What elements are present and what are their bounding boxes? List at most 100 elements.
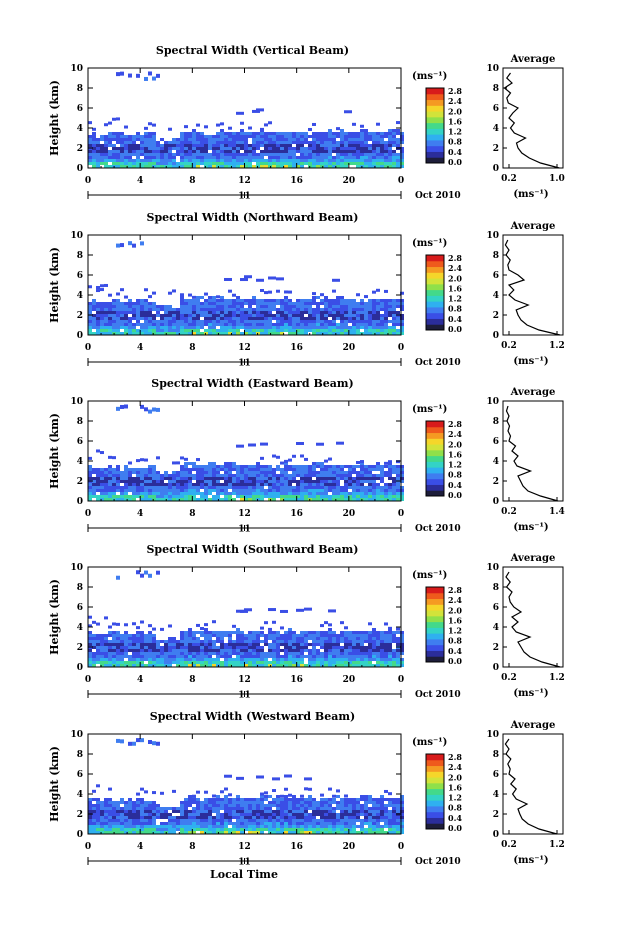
colorbar-swatch [426, 157, 444, 164]
heatmap-cell [272, 153, 276, 156]
heatmap-cell [280, 810, 284, 813]
heatmap-cell [284, 326, 288, 329]
heatmap-cell [196, 810, 200, 813]
heatmap-cell [108, 828, 112, 831]
heatmap-cell [312, 661, 316, 664]
heatmap-cell [148, 652, 152, 655]
heatmap-cell [128, 144, 132, 147]
heatmap-cell [300, 634, 304, 637]
heatmap-cell [172, 289, 176, 293]
y-tick-label: 10 [70, 563, 83, 573]
heatmap-cell [320, 646, 324, 649]
heatmap-cell [328, 652, 332, 655]
heatmap-cell [120, 825, 124, 828]
heatmap-cell [256, 462, 260, 465]
heatmap-cell [292, 652, 296, 655]
heatmap-cell [268, 828, 272, 831]
heatmap-cell [372, 495, 376, 498]
heatmap-cell [156, 570, 160, 575]
heatmap-cell [332, 156, 336, 159]
heatmap-cell [400, 492, 404, 495]
heatmap-cell [220, 816, 224, 819]
heatmap-cell [284, 471, 288, 474]
heatmap-cell [368, 465, 372, 468]
heatmap-cell [388, 483, 392, 486]
heatmap-cell [320, 492, 324, 495]
heatmap-cell [220, 634, 224, 637]
heatmap-cell [308, 643, 312, 646]
heatmap-cell [352, 320, 356, 323]
heatmap-cell [332, 165, 336, 168]
heatmap-cell [272, 637, 276, 640]
heatmap-cell [292, 135, 296, 138]
heatmap-cell [136, 570, 140, 575]
heatmap-cell [276, 159, 280, 162]
heatmap-cell [140, 492, 144, 495]
heatmap-cell [212, 661, 216, 664]
heatmap-cell [152, 291, 156, 295]
heatmap-cell [108, 643, 112, 646]
heatmap-cell [308, 804, 312, 807]
heatmap-cell [156, 474, 160, 477]
heatmap-cell [344, 626, 348, 630]
heatmap-cell [284, 483, 288, 486]
heatmap-cell [284, 828, 288, 831]
heatmap-cell [364, 646, 368, 649]
heatmap-cell [256, 804, 260, 807]
heatmap-cell [136, 831, 140, 834]
heatmap-cell [100, 332, 104, 335]
heatmap-cell [268, 664, 272, 667]
heatmap-cell [240, 483, 244, 486]
heatmap-cell [312, 801, 316, 804]
heatmap-cell [356, 492, 360, 495]
heatmap-cell [340, 302, 344, 305]
heatmap-cell [208, 825, 212, 828]
heatmap-cell [212, 480, 216, 483]
heatmap-cell [284, 296, 288, 299]
heatmap-cell [156, 643, 160, 646]
heatmap-cell [304, 640, 308, 643]
heatmap-cell [344, 816, 348, 819]
colorbar-swatch [426, 93, 444, 101]
heatmap-cell [308, 495, 312, 498]
heatmap-cell [196, 801, 200, 804]
heatmap-cell [400, 640, 404, 643]
heatmap-cell [328, 822, 332, 825]
heatmap-cell [240, 664, 244, 667]
heatmap-cell [256, 828, 260, 831]
heatmap-cell [380, 649, 384, 652]
heatmap-cell [236, 308, 240, 311]
heatmap-cell [156, 165, 160, 168]
heatmap-cell [348, 320, 352, 323]
heatmap-cell [232, 465, 236, 468]
heatmap-cell [124, 643, 128, 646]
heatmap-cell [344, 326, 348, 329]
heatmap-cell [128, 637, 132, 640]
heatmap-cell [112, 622, 116, 626]
heatmap-cell [284, 489, 288, 492]
heatmap-cell [244, 477, 248, 480]
heatmap-cell [128, 804, 132, 807]
heatmap-cell [368, 480, 372, 483]
heatmap-cell [372, 314, 376, 317]
heatmap-cell [244, 652, 248, 655]
heatmap-cell [396, 627, 400, 631]
heatmap-cell [320, 138, 324, 141]
heatmap-cell [188, 816, 192, 819]
heatmap-cell [140, 302, 144, 305]
heatmap-cell [164, 308, 168, 311]
heatmap-cell [264, 326, 268, 329]
heatmap-cell [192, 150, 196, 153]
heatmap-cell [240, 299, 244, 302]
average-y-tick-label: 0 [493, 663, 499, 673]
heatmap-cell [240, 480, 244, 483]
heatmap-cell [340, 144, 344, 147]
heatmap-cell [348, 798, 352, 801]
heatmap-cell [388, 626, 392, 630]
heatmap-cell [260, 492, 264, 495]
heatmap-cell [268, 320, 272, 323]
colorbar-swatch [426, 455, 444, 462]
heatmap-cell [280, 643, 284, 646]
heatmap-cell [316, 471, 320, 474]
heatmap-cell [96, 486, 100, 489]
